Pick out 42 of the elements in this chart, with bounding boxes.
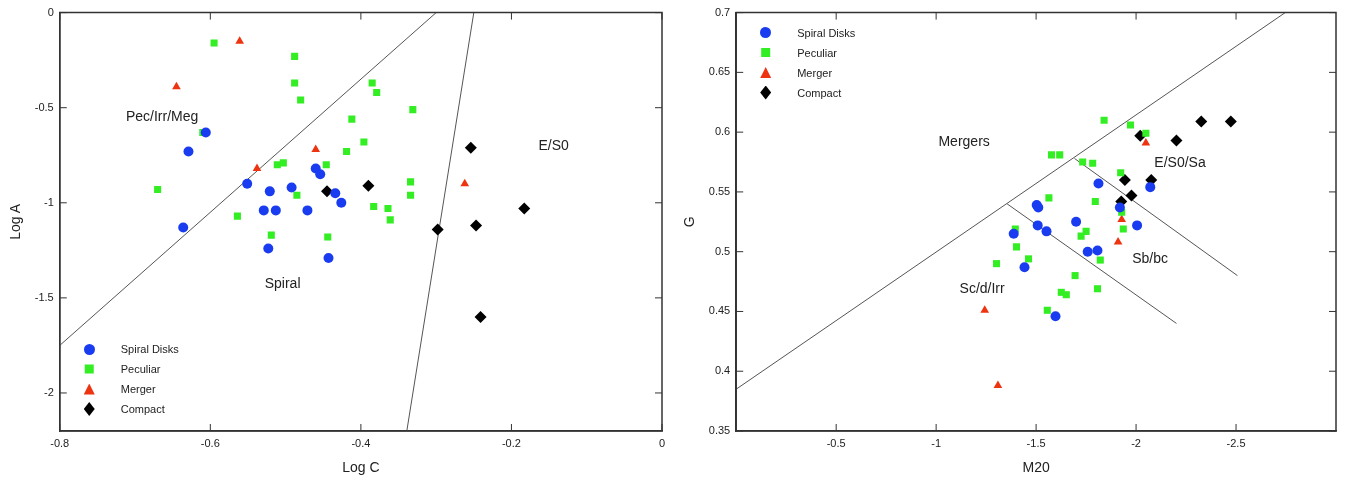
x-tick-label: -0.2 — [501, 436, 521, 449]
annotation: Spiral — [264, 275, 301, 292]
y-tick-label: 0.5 — [714, 244, 731, 257]
y-tick-label: 0.55 — [708, 184, 731, 197]
y-tick-label: 0.6 — [714, 125, 731, 138]
x-tick-label: -0.8 — [50, 436, 70, 449]
x-tick-label: -1.5 — [1026, 436, 1046, 449]
annotation: Sc/d/Irr — [959, 279, 1006, 296]
x-tick-label: -2.5 — [1226, 436, 1246, 449]
annotation: Sb/bc — [1132, 250, 1168, 267]
x-tick-label: -0.6 — [200, 436, 220, 449]
x-tick-label: -2 — [1131, 436, 1141, 449]
legend-label: Peculiar — [797, 46, 837, 59]
y-tick-label: 0.45 — [708, 304, 731, 317]
legend-label: Merger — [797, 66, 833, 79]
y-axis-title: Log A — [7, 203, 24, 240]
y-tick-label: -2 — [43, 385, 54, 398]
y-tick-label: -1 — [43, 195, 54, 208]
x-tick-label: 0 — [658, 436, 666, 449]
annotation: Pec/Irr/Meg — [125, 108, 199, 125]
y-tick-label: 0.35 — [708, 424, 731, 437]
y-tick-label: -1.5 — [34, 290, 54, 303]
y-tick-label: 0.65 — [708, 65, 731, 78]
legend-label: Spiral Disks — [120, 343, 179, 355]
legend-label: Peculiar — [120, 363, 161, 375]
x-tick-label: -1 — [931, 436, 942, 449]
x-axis-title: M20 — [1022, 459, 1050, 476]
y-tick-label: 0.4 — [714, 364, 731, 377]
legend-label: Merger — [120, 383, 156, 395]
legend-label: Compact — [797, 86, 842, 99]
legend-label: Compact — [120, 403, 165, 415]
x-axis-title: Log C — [342, 459, 380, 476]
annotation: Mergers — [938, 133, 990, 150]
legend-label: Spiral Disks — [797, 26, 856, 39]
annotation: E/S0/Sa — [1154, 154, 1206, 171]
y-axis-title: G — [681, 216, 698, 228]
y-tick-label: 0.7 — [714, 5, 731, 18]
annotation: E/S0 — [538, 137, 569, 154]
y-tick-label: -0.5 — [34, 100, 54, 113]
x-tick-label: -0.5 — [826, 436, 846, 449]
x-tick-label: -0.4 — [351, 436, 371, 449]
y-tick-label: 0 — [47, 5, 54, 18]
